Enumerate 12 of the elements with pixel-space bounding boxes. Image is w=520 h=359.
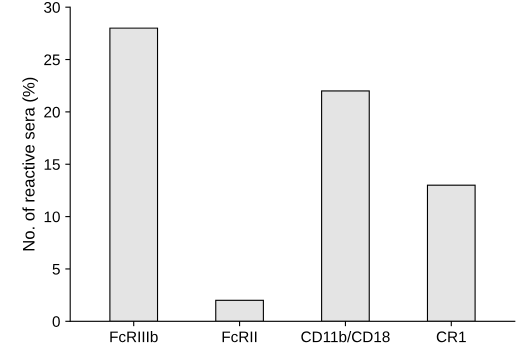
x-tick-label: CD11b/CD18 bbox=[301, 331, 390, 342]
y-tick-label: 25 bbox=[44, 54, 60, 66]
y-tick-label: 5 bbox=[52, 264, 60, 275]
y-tick-label: 0 bbox=[52, 316, 60, 327]
y-axis-title: No. of reactive sera (%) bbox=[22, 78, 38, 250]
y-tick-label: 20 bbox=[44, 106, 60, 118]
y-tick-label: 15 bbox=[44, 159, 60, 170]
x-tick-label: FcRII bbox=[222, 332, 256, 342]
x-tick-label: CR1 bbox=[436, 331, 466, 342]
x-tick-label: FcRIIIb bbox=[110, 331, 158, 342]
y-tick-label: 10 bbox=[44, 211, 60, 222]
y-tick-label: 30 bbox=[44, 2, 60, 13]
